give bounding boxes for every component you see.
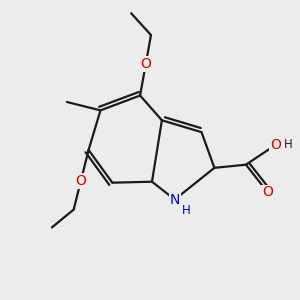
Text: O: O [75, 174, 86, 188]
Text: O: O [140, 57, 151, 71]
Text: H: H [284, 138, 293, 152]
Text: N: N [169, 193, 180, 206]
Text: O: O [270, 138, 281, 152]
Text: H: H [182, 204, 191, 217]
Text: O: O [262, 185, 273, 200]
